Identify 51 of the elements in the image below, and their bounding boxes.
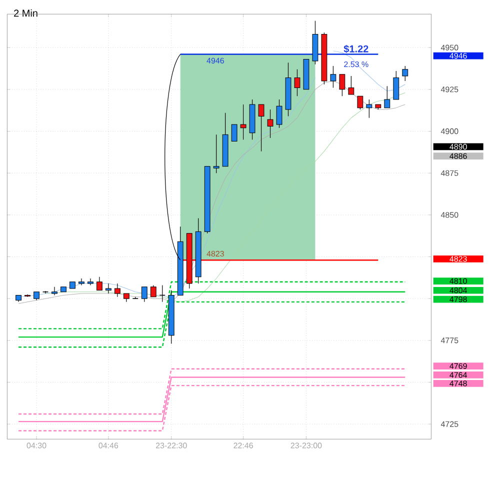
candlestick — [267, 109, 274, 138]
candlestick — [393, 70, 400, 100]
annotation: 2.53 % — [344, 61, 368, 68]
candlestick — [52, 286, 58, 296]
annotation: $1.22 — [344, 44, 368, 54]
x-tick-label: 23-23:00 — [290, 442, 322, 448]
chart-title: 2 Min — [14, 9, 38, 17]
annotation: 4823 — [206, 250, 224, 257]
candlestick — [213, 134, 220, 174]
candlestick — [294, 69, 300, 96]
text: 4810 — [450, 278, 467, 284]
x-tick-label: 04:46 — [98, 442, 118, 448]
text: 4946 — [450, 52, 467, 59]
candlestick — [276, 99, 282, 128]
y-tick-label: 4850 — [440, 212, 458, 218]
y-tick-label: 4775 — [440, 338, 458, 344]
candlestick — [258, 104, 264, 152]
annotation: 4946 — [206, 58, 224, 64]
text: 4769 — [450, 363, 467, 369]
y-tick-label: 4900 — [440, 128, 458, 134]
y-tick-label: 4925 — [440, 86, 458, 92]
candlestick — [141, 286, 148, 302]
candlestick — [339, 74, 346, 96]
candlestick — [231, 124, 238, 142]
candlestick — [240, 104, 246, 140]
candlestick — [402, 66, 408, 82]
y-tick-label: 4875 — [440, 170, 458, 176]
candlestick — [366, 99, 372, 118]
candlestick — [88, 278, 94, 286]
x-tick-label: 22:46 — [234, 442, 253, 448]
text: 4890 — [450, 144, 467, 150]
candlestick — [357, 96, 364, 110]
candlestick — [114, 283, 120, 298]
candlestick — [348, 76, 354, 95]
candlestick — [42, 290, 49, 294]
text: 4798 — [450, 296, 467, 302]
text: 4764 — [450, 372, 467, 378]
text: 4886 — [450, 153, 467, 159]
x-tick-label: 04:30 — [26, 442, 46, 448]
x-tick-label: 23-22:30 — [156, 442, 187, 448]
candlestick — [105, 283, 112, 294]
text: 4823 — [450, 256, 467, 262]
candlestick — [96, 276, 102, 291]
text: 4804 — [450, 288, 467, 294]
y-tick-label: 4950 — [440, 44, 458, 50]
candlestick — [150, 284, 156, 298]
candlestick — [330, 66, 336, 88]
candlestick — [78, 278, 84, 286]
y-tick-label: 4725 — [440, 421, 458, 427]
candlestick — [384, 86, 390, 108]
text: 4748 — [450, 380, 467, 386]
